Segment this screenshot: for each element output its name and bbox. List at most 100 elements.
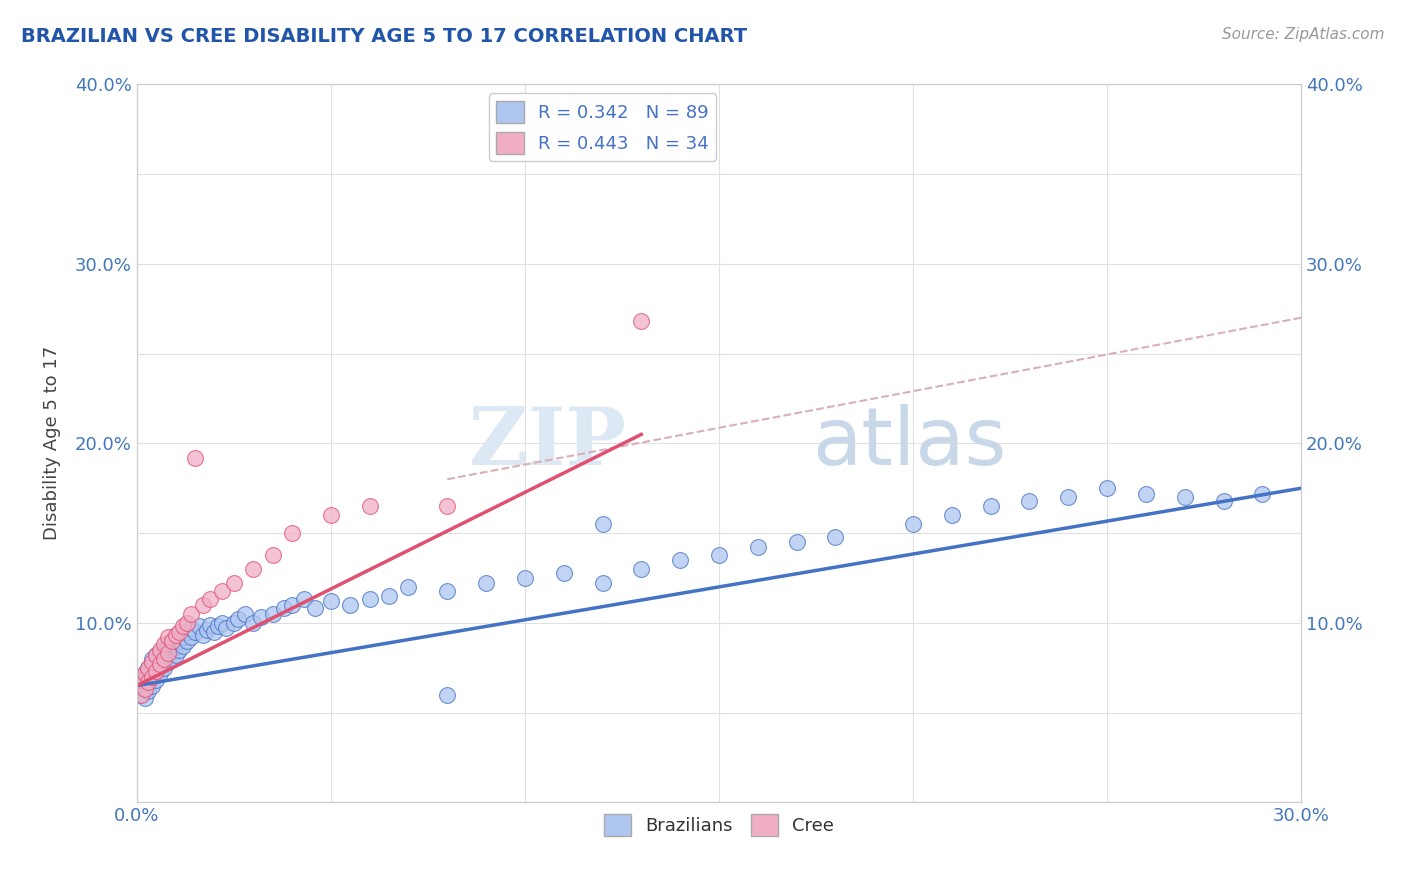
Point [149,646,172,660]
Point [378,589,401,603]
Point [156,630,179,644]
Point [359,592,381,607]
Point [901,517,924,532]
Point [134,682,156,697]
Text: BRAZILIAN VS CREE DISABILITY AGE 5 TO 17 CORRELATION CHART: BRAZILIAN VS CREE DISABILITY AGE 5 TO 17… [21,27,747,45]
Point [180,630,202,644]
Point [222,576,245,591]
Point [262,548,284,562]
Point [145,665,167,679]
Point [513,571,536,585]
Point [141,651,163,665]
Point [707,548,730,562]
Point [138,675,160,690]
Point [145,648,167,662]
Point [235,607,257,621]
Point [195,623,218,637]
Point [187,619,209,633]
Point [222,615,245,630]
Point [149,657,172,671]
Point [242,562,264,576]
Point [553,566,575,580]
Point [200,592,222,607]
Point [319,508,342,523]
Point [200,617,222,632]
Point [176,615,198,630]
Point [138,661,160,675]
Point [824,530,846,544]
Point [592,576,614,591]
Point [669,553,692,567]
Point [134,666,156,681]
Point [141,661,163,675]
Point [292,592,315,607]
Point [134,691,156,706]
Point [281,526,304,541]
Point [145,673,167,688]
Point [138,661,160,675]
Point [304,601,326,615]
Point [176,624,198,639]
Point [153,637,176,651]
Point [172,639,194,653]
Point [138,675,160,690]
Point [319,594,342,608]
Point [191,598,214,612]
Point [153,661,176,675]
Point [156,646,179,660]
Point [129,688,152,702]
Point [141,670,163,684]
Point [153,651,176,665]
Point [165,630,187,644]
Point [1018,493,1040,508]
Point [153,651,176,665]
Point [281,598,304,612]
Point [786,535,808,549]
Point [184,624,207,639]
Point [202,624,225,639]
Point [1057,490,1080,504]
Point [184,450,207,465]
Point [180,621,202,635]
Point [149,642,172,657]
Point [145,648,167,662]
Point [160,633,183,648]
Point [207,619,229,633]
Point [169,624,191,639]
Point [141,679,163,693]
Point [156,646,179,660]
Point [129,688,152,702]
Point [180,607,202,621]
Point [165,648,187,662]
Point [138,666,160,681]
Point [211,583,233,598]
Point [141,655,163,669]
Point [176,633,198,648]
Text: atlas: atlas [813,404,1007,483]
Point [250,610,273,624]
Point [1212,493,1234,508]
Point [339,598,361,612]
Point [242,615,264,630]
Point [169,642,191,657]
Point [149,666,172,681]
Point [156,655,179,669]
Point [134,666,156,681]
Point [129,670,152,684]
Point [475,576,498,591]
Point [129,673,152,688]
Legend: Brazilians, Cree: Brazilians, Cree [596,807,841,844]
Point [1174,490,1197,504]
Point [273,601,295,615]
Point [215,621,238,635]
Point [149,657,172,671]
Point [630,314,652,328]
Point [262,607,284,621]
Point [145,665,167,679]
Y-axis label: Disability Age 5 to 17: Disability Age 5 to 17 [44,346,60,541]
Point [153,642,176,657]
Point [169,633,191,648]
Point [165,628,187,642]
Point [141,670,163,684]
Point [592,517,614,532]
